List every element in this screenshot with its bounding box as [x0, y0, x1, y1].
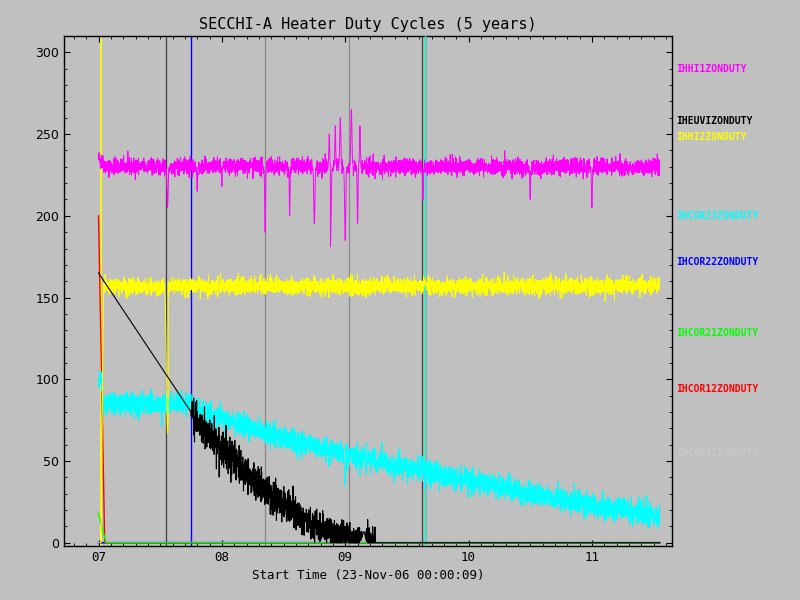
Text: IHCOR12ZONDUTY: IHCOR12ZONDUTY — [676, 384, 758, 394]
Text: IHCOR11ZONDUTY: IHCOR11ZONDUTY — [676, 448, 758, 458]
Text: IHHI2ZONDUTY: IHHI2ZONDUTY — [676, 133, 746, 142]
Text: IHCOR22ZONDUTY: IHCOR22ZONDUTY — [676, 257, 758, 266]
Text: IHEUVIZONDUTY: IHEUVIZONDUTY — [676, 116, 752, 126]
Text: IHCOR23ZONDUTY: IHCOR23ZONDUTY — [676, 211, 758, 221]
Title: SECCHI-A Heater Duty Cycles (5 years): SECCHI-A Heater Duty Cycles (5 years) — [199, 17, 537, 32]
Text: IHHI1ZONDUTY: IHHI1ZONDUTY — [676, 64, 746, 74]
Text: IHCOR21ZONDUTY: IHCOR21ZONDUTY — [676, 329, 758, 338]
X-axis label: Start Time (23-Nov-06 00:00:09): Start Time (23-Nov-06 00:00:09) — [252, 569, 484, 583]
